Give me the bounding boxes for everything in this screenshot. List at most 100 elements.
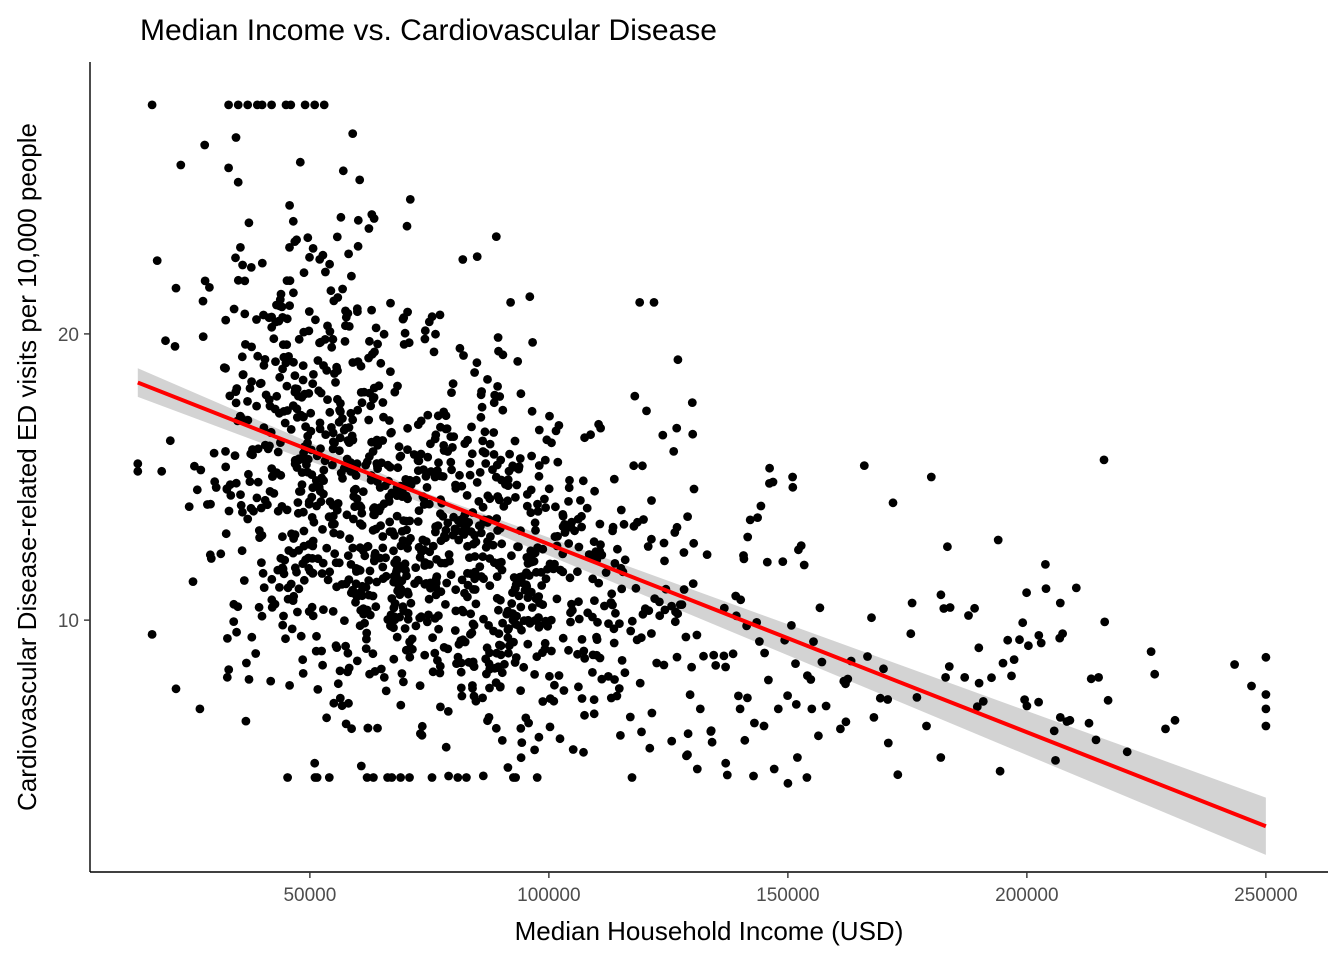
- data-point: [672, 423, 682, 433]
- data-point: [334, 558, 344, 568]
- confidence-band: [137, 368, 1266, 855]
- data-point: [346, 408, 356, 418]
- data-point: [378, 574, 388, 583]
- data-point: [721, 662, 730, 672]
- data-point: [298, 669, 308, 678]
- data-point: [312, 631, 321, 641]
- data-point: [533, 507, 543, 516]
- data-point: [859, 461, 869, 470]
- data-point: [494, 346, 503, 356]
- data-point: [579, 747, 588, 757]
- data-point: [406, 533, 415, 543]
- data-point: [257, 558, 266, 567]
- data-point: [221, 529, 231, 539]
- data-point: [588, 612, 597, 622]
- data-point: [294, 546, 304, 555]
- data-point: [465, 459, 475, 468]
- data-point: [647, 629, 656, 638]
- data-point: [588, 574, 598, 584]
- data-point: [453, 773, 463, 782]
- data-point: [477, 402, 487, 412]
- data-point: [308, 244, 318, 253]
- data-point: [259, 583, 269, 592]
- data-point: [457, 575, 467, 585]
- data-point: [263, 500, 272, 510]
- data-point: [273, 447, 283, 457]
- data-point: [336, 399, 345, 408]
- data-point: [702, 550, 712, 559]
- data-point: [512, 480, 522, 490]
- data-point: [238, 507, 247, 517]
- data-point: [504, 648, 513, 658]
- data-point: [279, 611, 288, 621]
- data-point: [517, 625, 526, 635]
- data-point: [485, 439, 495, 449]
- data-point: [369, 214, 379, 223]
- data-point: [510, 658, 520, 667]
- data-point: [595, 519, 605, 529]
- data-point: [310, 100, 320, 110]
- data-point: [377, 458, 386, 468]
- data-point: [288, 216, 298, 226]
- data-point: [252, 401, 261, 411]
- data-point: [343, 551, 353, 560]
- data-point: [392, 511, 402, 521]
- data-point: [231, 133, 241, 142]
- data-point: [970, 603, 979, 613]
- data-point: [685, 690, 695, 700]
- data-point: [238, 370, 248, 379]
- data-point: [398, 602, 408, 612]
- data-point: [750, 718, 759, 728]
- data-point: [387, 594, 397, 603]
- data-point: [405, 652, 415, 662]
- data-point: [152, 256, 162, 265]
- data-point: [1022, 701, 1032, 711]
- data-point: [405, 637, 414, 647]
- data-point: [357, 521, 367, 530]
- data-point: [385, 462, 395, 472]
- data-point: [639, 515, 648, 524]
- data-point: [974, 678, 984, 688]
- data-point: [446, 570, 456, 580]
- data-point: [590, 486, 599, 496]
- data-point: [311, 646, 321, 656]
- data-point: [760, 648, 769, 658]
- data-point: [692, 764, 702, 774]
- data-point: [658, 430, 668, 440]
- data-point: [596, 423, 605, 433]
- data-point: [425, 547, 435, 557]
- data-point: [436, 509, 445, 519]
- data-point: [409, 450, 419, 459]
- data-point: [328, 607, 338, 616]
- data-point: [647, 534, 656, 544]
- data-point: [340, 616, 349, 625]
- data-point: [507, 551, 516, 561]
- data-point: [403, 587, 412, 597]
- data-point: [236, 490, 245, 499]
- data-point: [505, 449, 514, 459]
- data-point: [509, 773, 518, 782]
- data-point: [451, 606, 461, 616]
- data-point: [285, 681, 294, 690]
- data-point: [292, 235, 301, 245]
- data-point: [379, 499, 389, 509]
- data-point: [503, 481, 513, 490]
- data-point: [233, 177, 243, 187]
- data-point: [494, 558, 504, 568]
- data-point: [492, 648, 501, 658]
- data-point: [479, 614, 488, 624]
- data-point: [439, 446, 449, 455]
- data-point: [396, 541, 406, 551]
- data-point: [233, 100, 243, 110]
- data-point: [251, 649, 261, 658]
- data-point: [240, 309, 250, 319]
- x-axis-title: Median Household Income (USD): [515, 916, 904, 946]
- data-point: [233, 275, 243, 285]
- data-point: [420, 558, 430, 567]
- data-point: [647, 708, 657, 718]
- data-point: [534, 461, 544, 470]
- data-point: [353, 215, 363, 225]
- data-point: [564, 483, 574, 493]
- data-point: [516, 753, 526, 763]
